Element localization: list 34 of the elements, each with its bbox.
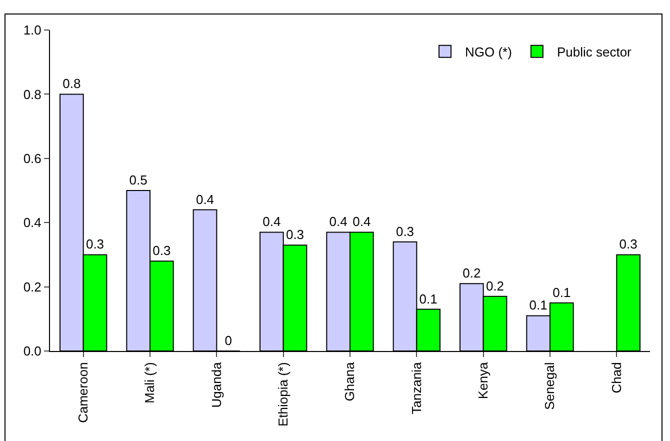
y-tick-label: 0.6	[23, 150, 42, 166]
y-tick-label: 0.2	[23, 279, 42, 294]
data-label: 0.2	[486, 278, 504, 294]
data-label: 0.5	[129, 172, 148, 188]
data-label: 0.1	[419, 291, 438, 306]
data-label: 0.4	[329, 214, 348, 230]
data-label: 0	[224, 333, 232, 348]
x-tick-label: Chad	[608, 362, 624, 394]
data-label: 0.3	[619, 236, 638, 252]
legend-label: NGO (*)	[465, 44, 512, 60]
x-tick-label: Senegal	[542, 362, 558, 410]
data-label: 0.1	[529, 298, 548, 313]
x-tick-label: Ethiopia (*)	[276, 362, 291, 427]
data-label: 0.4	[196, 192, 214, 207]
data-label: 0.3	[152, 243, 171, 258]
x-tick-label: Uganda	[208, 361, 224, 408]
data-label: 0.4	[262, 214, 281, 230]
data-label: 0.3	[286, 227, 304, 242]
data-label: 0.3	[396, 224, 414, 239]
data-label: 0.4	[352, 214, 371, 230]
x-tick-label: Tanzania	[408, 361, 424, 414]
data-label: 0.8	[62, 76, 81, 92]
x-tick-label: Kenya	[476, 361, 491, 400]
y-tick-label: 1.0	[23, 22, 42, 38]
y-tick-label: 0.4	[23, 215, 42, 230]
y-tick-label: 0.0	[23, 344, 42, 359]
data-label: 0.2	[462, 266, 481, 281]
x-tick-label: Cameroon	[76, 362, 91, 423]
legend-label: Public sector	[556, 44, 632, 60]
data-label: 0.1	[552, 284, 571, 300]
y-tick-label: 0.8	[23, 86, 42, 102]
x-tick-label: Ghana	[342, 361, 358, 402]
data-label: 0.3	[86, 236, 104, 252]
x-tick-label: Mali (*)	[142, 362, 158, 404]
